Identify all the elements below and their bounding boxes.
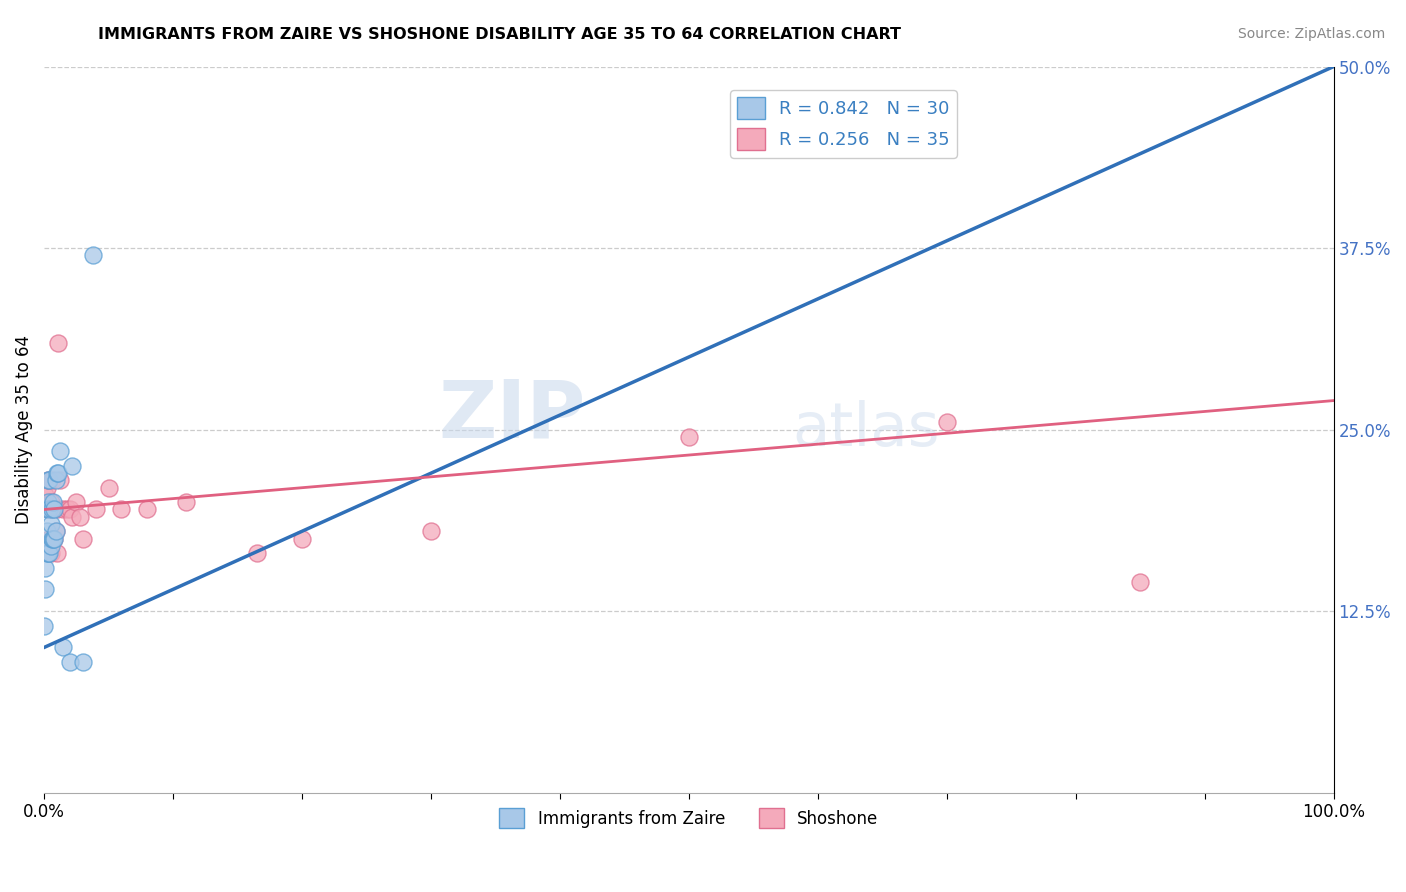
Point: [37, 495, 59, 509]
Point: [34, 582, 56, 597]
Point: [41, 502, 63, 516]
Point: [52, 502, 75, 516]
Point: [42, 495, 65, 509]
Point: [48, 444, 70, 458]
Point: [41, 532, 63, 546]
Point: [46, 466, 69, 480]
Point: [72, 532, 94, 546]
Point: [45, 524, 67, 539]
Point: [48, 474, 70, 488]
Point: [39, 539, 62, 553]
Point: [37, 502, 59, 516]
Point: [56, 502, 79, 516]
Point: [38, 502, 60, 516]
Point: [46, 335, 69, 350]
Point: [45, 474, 67, 488]
Point: [246, 546, 269, 560]
Point: [37, 546, 59, 560]
Point: [136, 502, 159, 516]
Point: [1129, 575, 1152, 590]
Point: [291, 532, 314, 546]
Point: [39, 516, 62, 531]
Point: [38, 502, 60, 516]
Point: [39, 495, 62, 509]
Point: [35, 546, 58, 560]
Point: [62, 458, 84, 473]
Point: [46, 466, 69, 480]
Point: [41, 474, 63, 488]
Point: [935, 416, 957, 430]
Point: [42, 532, 65, 546]
Point: [39, 546, 62, 560]
Point: [44, 532, 66, 546]
Point: [34, 560, 56, 574]
Point: [38, 546, 60, 560]
Point: [38, 474, 60, 488]
Point: [174, 495, 197, 509]
Text: Source: ZipAtlas.com: Source: ZipAtlas.com: [1237, 27, 1385, 41]
Point: [72, 655, 94, 669]
Point: [46, 502, 69, 516]
Point: [38, 532, 60, 546]
Y-axis label: Disability Age 35 to 64: Disability Age 35 to 64: [15, 335, 32, 524]
Point: [41, 502, 63, 516]
Point: [42, 532, 65, 546]
Point: [65, 495, 87, 509]
Point: [44, 502, 66, 516]
Point: [69, 509, 91, 524]
Text: IMMIGRANTS FROM ZAIRE VS SHOSHONE DISABILITY AGE 35 TO 64 CORRELATION CHART: IMMIGRANTS FROM ZAIRE VS SHOSHONE DISABI…: [98, 27, 901, 42]
Point: [35, 524, 58, 539]
Point: [97, 481, 120, 495]
Point: [419, 524, 441, 539]
Point: [35, 502, 58, 516]
Point: [110, 502, 132, 516]
Point: [59, 655, 82, 669]
Text: atlas: atlas: [792, 401, 939, 459]
Point: [62, 509, 84, 524]
Point: [37, 474, 59, 488]
Point: [678, 430, 700, 444]
Point: [46, 546, 69, 560]
Point: [82, 248, 104, 262]
Point: [44, 532, 66, 546]
Point: [32, 618, 55, 632]
Point: [35, 481, 58, 495]
Point: [59, 502, 82, 516]
Text: ZIP: ZIP: [439, 376, 586, 454]
Point: [52, 640, 75, 655]
Legend: Immigrants from Zaire, Shoshone: Immigrants from Zaire, Shoshone: [494, 802, 884, 835]
Point: [37, 474, 59, 488]
Point: [45, 524, 67, 539]
Point: [34, 488, 56, 502]
Point: [84, 502, 107, 516]
